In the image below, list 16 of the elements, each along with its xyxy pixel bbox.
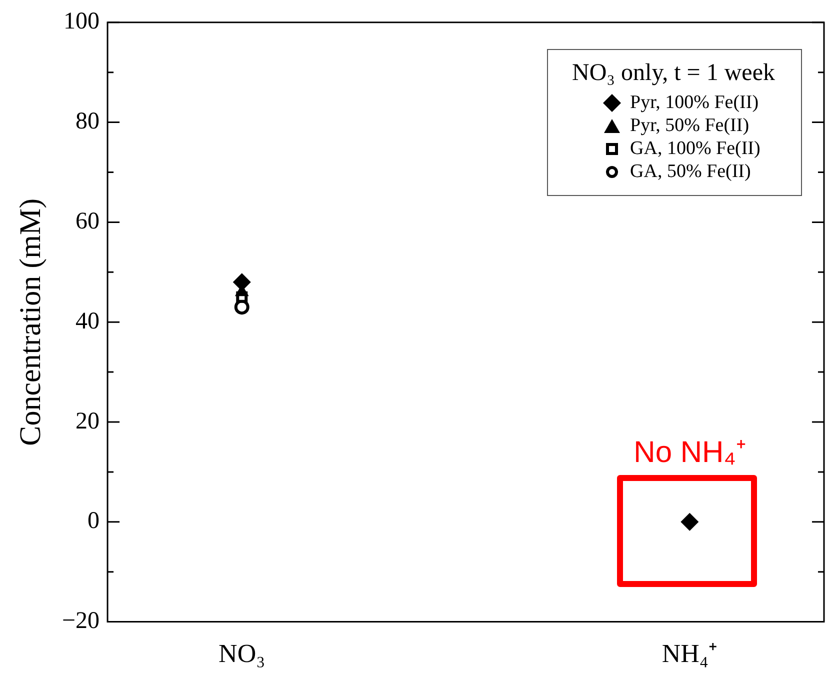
y-tick-label: 0 <box>88 508 100 534</box>
legend-label: Pyr, 50% Fe(II) <box>630 114 750 138</box>
x-tick-label: NH₄⁺ <box>662 639 718 668</box>
annotation: No NH₄⁺ <box>634 434 746 471</box>
x-tick-label: NO₃ <box>218 639 266 668</box>
y-axis-title: Concentration (mM) <box>14 198 47 446</box>
y-tick-label: 100 <box>64 8 100 35</box>
y-tick-label: 80 <box>76 108 100 135</box>
y-tick-label: 60 <box>76 208 100 234</box>
legend-title: NO₃ only, t = 1 week <box>572 60 775 88</box>
y-tick-label: −20 <box>62 608 100 634</box>
legend-label: GA, 100% Fe(II) <box>630 137 760 160</box>
legend-label: GA, 50% Fe(II) <box>630 160 751 184</box>
y-tick-label: 40 <box>76 308 100 334</box>
legend-label: Pyr, 100% Fe(II) <box>630 91 759 114</box>
y-tick-label: 20 <box>76 408 100 434</box>
